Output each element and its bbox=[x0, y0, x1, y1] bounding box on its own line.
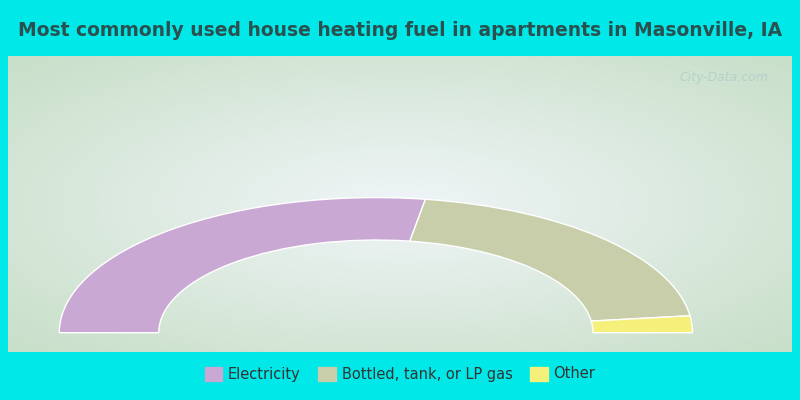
Wedge shape bbox=[591, 316, 693, 333]
Wedge shape bbox=[59, 198, 426, 333]
Wedge shape bbox=[410, 199, 690, 321]
Text: City-Data.com: City-Data.com bbox=[680, 71, 769, 84]
Legend: Electricity, Bottled, tank, or LP gas, Other: Electricity, Bottled, tank, or LP gas, O… bbox=[199, 361, 601, 387]
Text: Most commonly used house heating fuel in apartments in Masonville, IA: Most commonly used house heating fuel in… bbox=[18, 20, 782, 40]
